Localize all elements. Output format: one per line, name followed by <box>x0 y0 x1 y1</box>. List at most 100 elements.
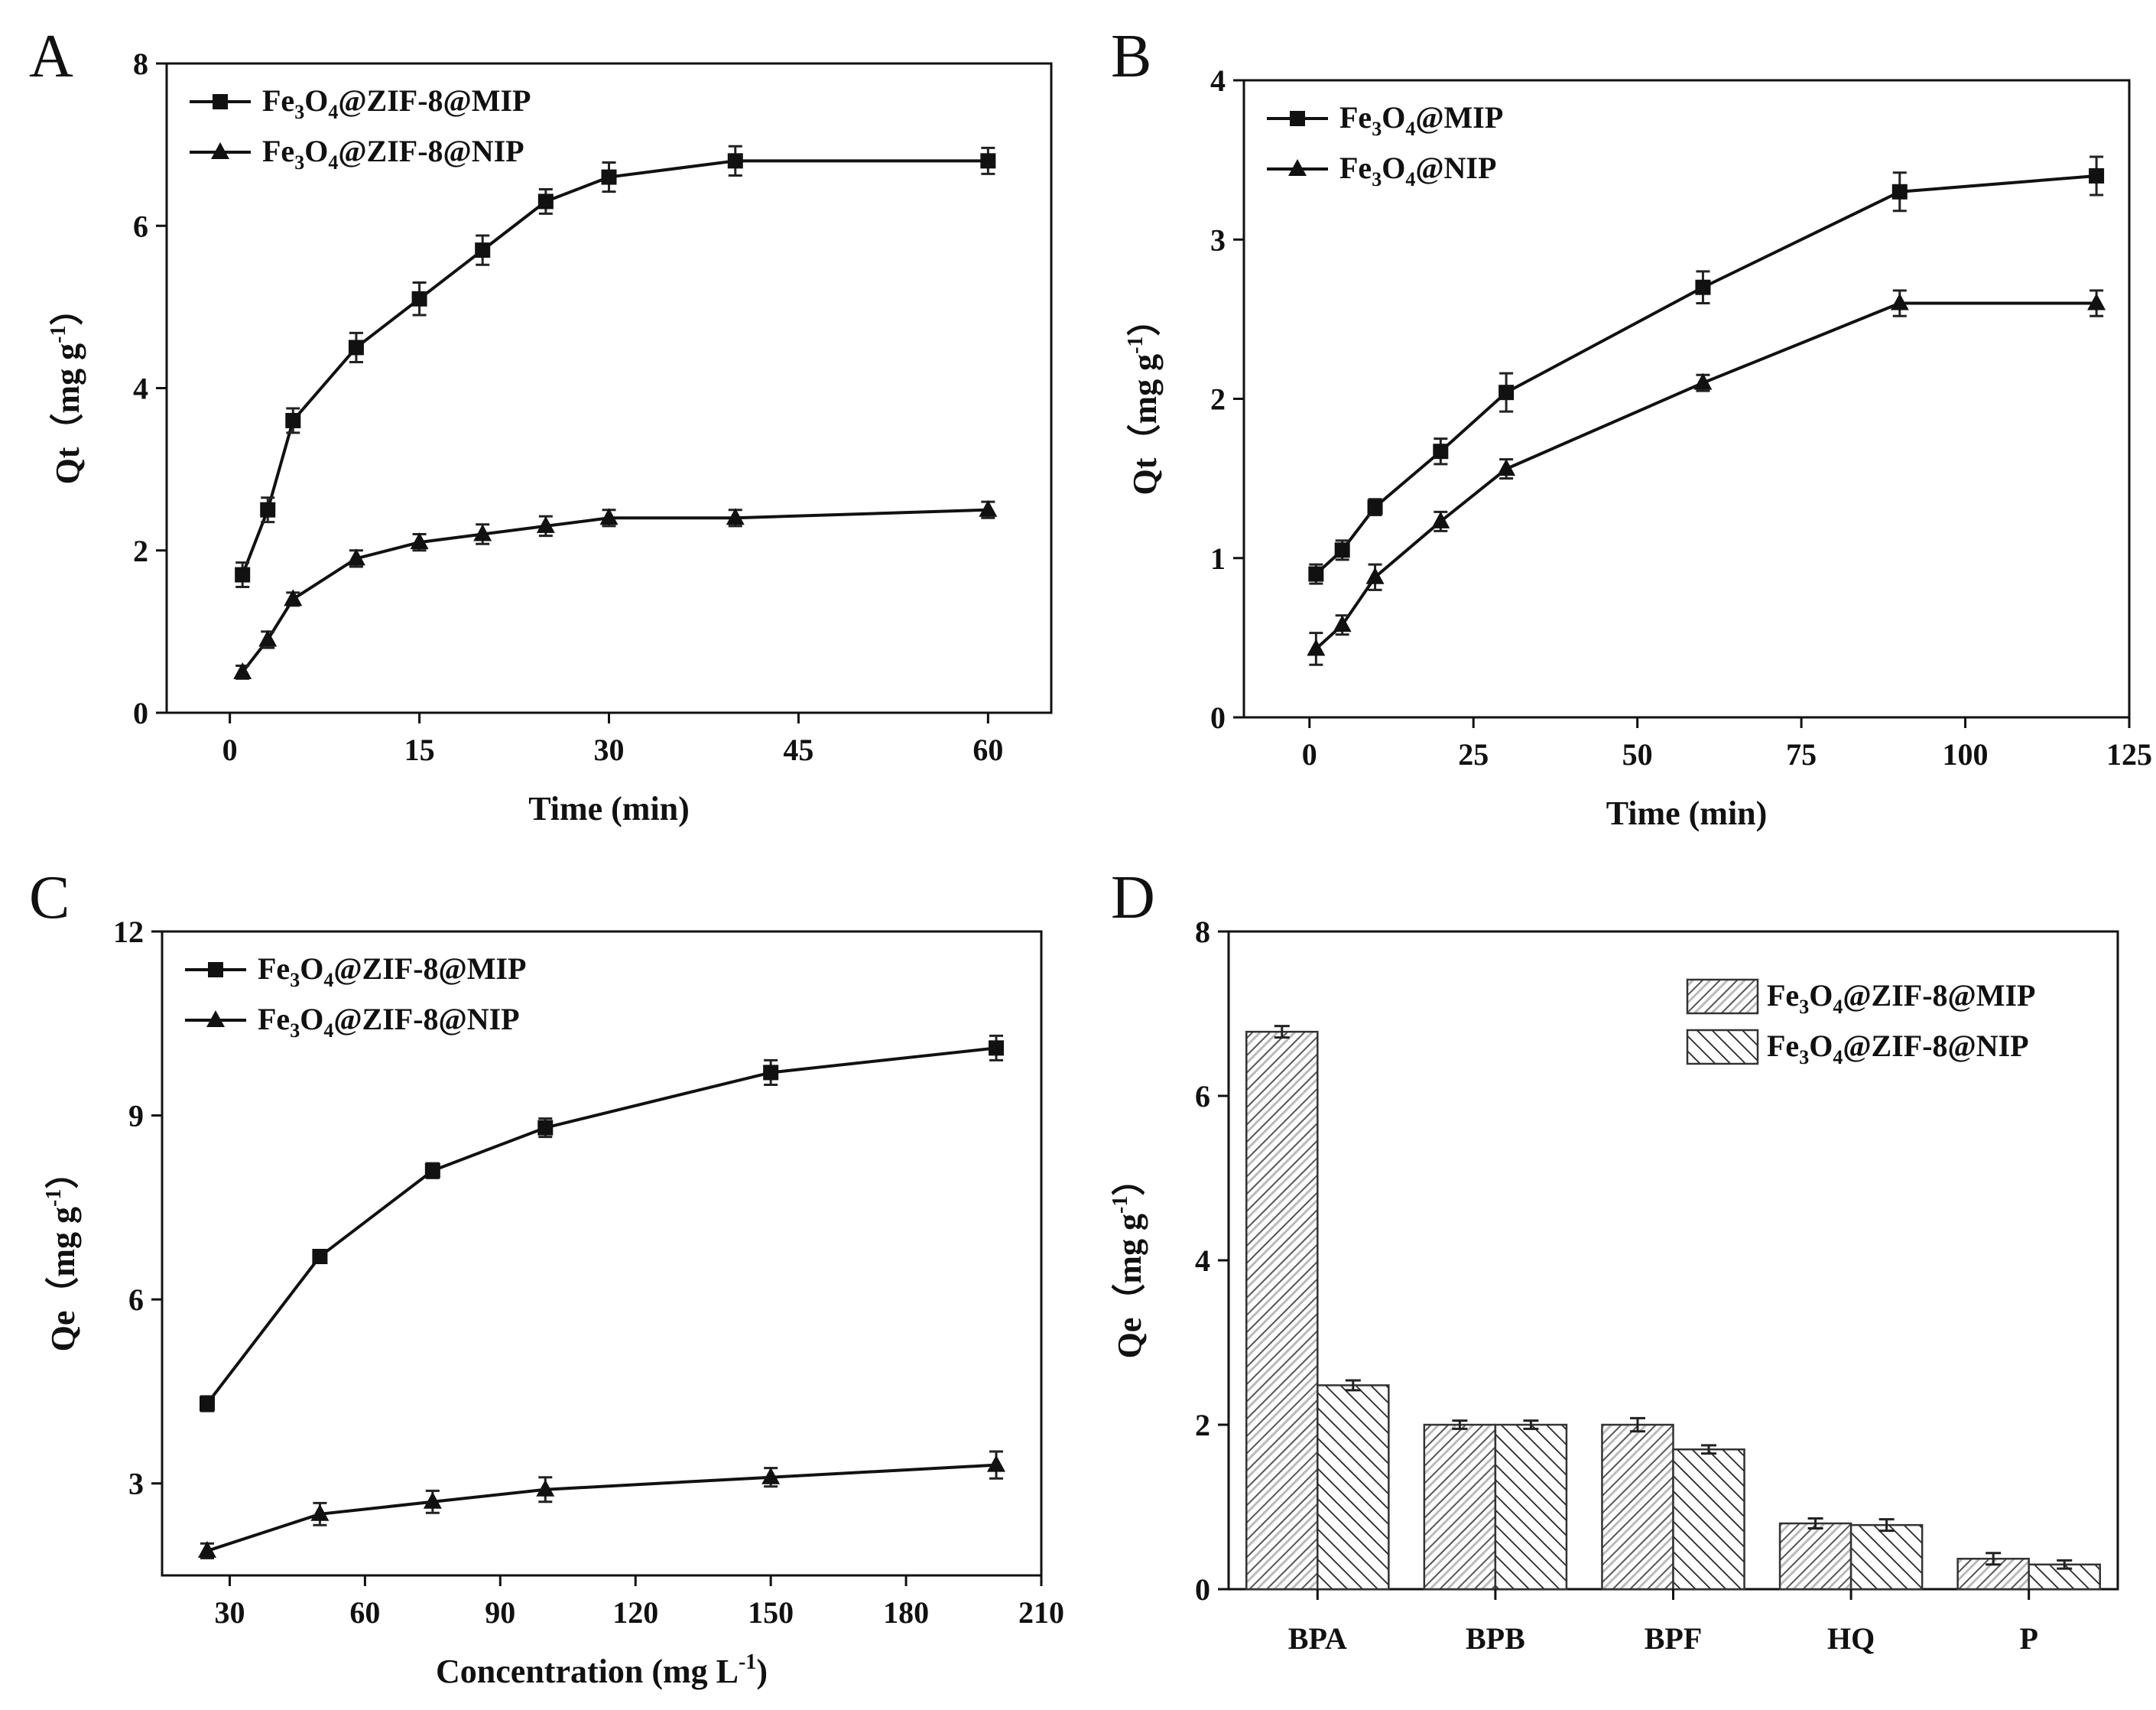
panel-C-legend-label: Fe3O4@ZIF-8@NIP <box>258 1002 520 1042</box>
panel-C-xlabel: Concentration (mg L-1) <box>436 1650 768 1690</box>
panel-B-legend-label: Fe3O4@NIP <box>1339 151 1496 190</box>
panel-B-data-point <box>1431 511 1450 528</box>
panel-A-xtick-label: 30 <box>594 733 625 767</box>
panel-B-xtick-label: 125 <box>2106 737 2152 772</box>
panel-B-data-point <box>1890 293 1909 310</box>
panel-A-data-point <box>410 532 429 550</box>
panel-A-data-point <box>727 153 743 169</box>
panel-C-xtick-label: 150 <box>748 1595 794 1630</box>
panel-C-series-1-line <box>206 1463 997 1552</box>
panel-B-xtick-label: 100 <box>1943 737 1989 772</box>
panel-B-series-1-line <box>1315 301 2097 650</box>
panel-D-errorbar <box>2057 1559 2073 1570</box>
panel-A-data-point <box>536 515 555 533</box>
panel-C-xtick-label: 180 <box>883 1595 929 1630</box>
panel-C-legend-marker <box>208 962 223 977</box>
panel-B-legend-label: Fe3O4@MIP <box>1339 100 1503 140</box>
panel-C-frame <box>161 930 1043 1577</box>
panel-A-ytick-label: 6 <box>133 209 148 243</box>
panel-C-xtick-label: 30 <box>214 1595 245 1630</box>
panel-C-data-point <box>989 1040 1005 1056</box>
panel-A-label: A <box>29 23 73 90</box>
panel-C-ytick-label: 9 <box>128 1099 144 1133</box>
panel-A-series-1-line <box>241 508 989 674</box>
panel-A-xtick-label: 45 <box>783 733 813 767</box>
panel-D-legend-swatch <box>1686 978 1759 1015</box>
panel-D-bar <box>1672 1448 1745 1591</box>
panel-D-legend-swatch <box>1686 1029 1759 1065</box>
panel-C-series-0-line <box>206 1046 997 1405</box>
panel-D-ytick-label: 6 <box>1195 1079 1210 1113</box>
panel-D-category-label: BPB <box>1466 1621 1525 1656</box>
panel-C-xtick-label: 210 <box>1018 1595 1064 1630</box>
panel-A-ytick-label: 2 <box>133 534 148 568</box>
panel-D-legend-label: Fe3O4@ZIF-8@MIP <box>1767 978 2035 1018</box>
panel-B-ytick-label: 2 <box>1210 382 1226 417</box>
panel-A-series-0 <box>235 145 996 589</box>
panel-B-xtick-label: 50 <box>1622 737 1653 772</box>
panel-B-ylabel: Qt（mg g-1） <box>1124 303 1164 496</box>
panel-D-bar <box>1849 1523 1924 1591</box>
panel-D-ytick-label: 8 <box>1195 915 1210 949</box>
panel-B-xtick-label: 75 <box>1786 737 1817 772</box>
panel-A-data-point <box>233 662 252 679</box>
panel-D-bar <box>1494 1423 1568 1591</box>
panel-C-label: C <box>29 864 70 931</box>
panel-B-data-point <box>2087 293 2106 310</box>
panel-C-legend-marker <box>206 1010 225 1027</box>
panel-C-xtick-label: 90 <box>485 1595 515 1630</box>
panel-C-series-0 <box>199 1034 1005 1413</box>
panel-B-xtick-label: 0 <box>1302 737 1317 772</box>
panel-B-data-point <box>1367 499 1383 515</box>
panel-A-data-point <box>475 242 491 258</box>
panel-A-data-point <box>601 169 617 185</box>
panel-D-errorbar <box>1986 1552 2002 1566</box>
panel-A-series-1 <box>233 499 998 680</box>
panel-D-errorbar <box>1807 1517 1823 1530</box>
panel-D-category-label: P <box>2019 1621 2037 1656</box>
panel-B-data-point <box>1307 639 1326 656</box>
panel-B-data-point <box>1891 184 1908 200</box>
panel-A-series-0-line <box>241 159 989 576</box>
panel-D-errorbar <box>1523 1419 1539 1430</box>
panel-D-bar <box>1778 1522 1852 1591</box>
panel-A-legend-label: Fe3O4@ZIF-8@MIP <box>262 83 531 123</box>
panel-C-ytick-label: 6 <box>128 1282 144 1317</box>
panel-A-legend-label: Fe3O4@ZIF-8@NIP <box>262 134 524 174</box>
panel-B-data-point <box>1498 385 1515 401</box>
panel-A-ylabel: Qt（mg g-1） <box>47 292 86 485</box>
panel-C-ytick-label: 12 <box>113 915 144 949</box>
panel-D-bar <box>1317 1384 1390 1591</box>
panel-C-data-point <box>423 1491 442 1509</box>
panel-A-data-point <box>726 508 745 525</box>
panel-D-bar <box>1601 1423 1674 1591</box>
panel-B-series-1 <box>1307 289 2106 666</box>
panel-B: B 0 25 50 75 100 125 0 1 2 3 4 Time (min) Qt（mg g-1） F… <box>1111 23 2152 832</box>
panel-B-legend-marker <box>1290 111 1305 126</box>
panel-D-ytick-label: 0 <box>1195 1572 1210 1607</box>
panel-A-data-point <box>599 508 619 525</box>
panel-D-errorbar <box>1345 1379 1361 1392</box>
panel-C-data-point <box>987 1455 1006 1472</box>
panel-B-ytick-label: 3 <box>1210 223 1226 257</box>
panel-A-legend-marker <box>211 142 229 159</box>
panel-D-errorbar <box>1701 1444 1717 1455</box>
panel-D-errorbar <box>1629 1416 1645 1433</box>
panel-B-legend-marker <box>1288 159 1307 176</box>
panel-A-data-point <box>348 340 364 356</box>
panel-B-xtick-label: 25 <box>1458 737 1489 772</box>
panel-A-data-point <box>980 153 996 169</box>
panel-D-errorbar <box>1878 1518 1895 1533</box>
panel-C: C 30 60 90 120 150 180 210 3 6 9 12 Concentration (m… <box>29 864 1064 1690</box>
panel-C-data-point <box>424 1162 440 1178</box>
panel-B-data-point <box>1365 567 1385 584</box>
panel-D-label: D <box>1111 864 1155 931</box>
panel-A-ytick-label: 0 <box>133 696 148 730</box>
panel-A-xtick-label: 60 <box>972 733 1003 767</box>
panel-D-category-label: BPA <box>1288 1621 1347 1656</box>
panel-A-data-point <box>235 567 251 583</box>
panel-A-xtick-label: 15 <box>404 733 435 767</box>
panel-B-xlabel: Time (min) <box>1606 795 1768 832</box>
panel-A-data-point <box>285 412 301 428</box>
